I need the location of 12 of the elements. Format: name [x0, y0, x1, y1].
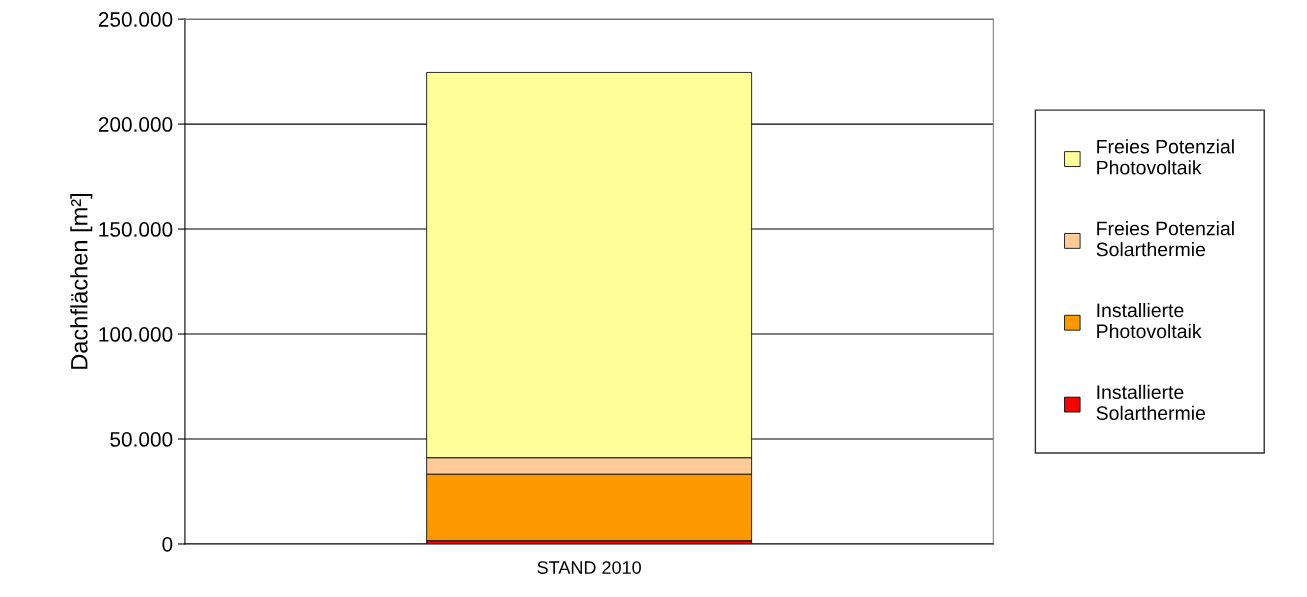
y-tick-label: 250.000 [98, 12, 173, 27]
y-tick-label: 50.000 [110, 432, 173, 447]
legend-label: Freies Potenzial Solarthermie [1096, 221, 1234, 257]
legend-label: Installierte Photovoltaik [1097, 302, 1202, 339]
y-tick-label: 100.000 [99, 327, 173, 342]
legend-label: Freies Potenzial Photovoltaik [1097, 139, 1234, 175]
legend-label: Installierte Solarthermie [1096, 384, 1206, 421]
x-tick-label: STAND 2010 [537, 561, 641, 574]
y-tick-label: 0 [162, 536, 173, 552]
y-axis-title: Dachflächen [m²] [70, 193, 93, 369]
y-tick-label: 200.000 [98, 117, 173, 132]
y-tick-label: 150.000 [99, 222, 173, 237]
